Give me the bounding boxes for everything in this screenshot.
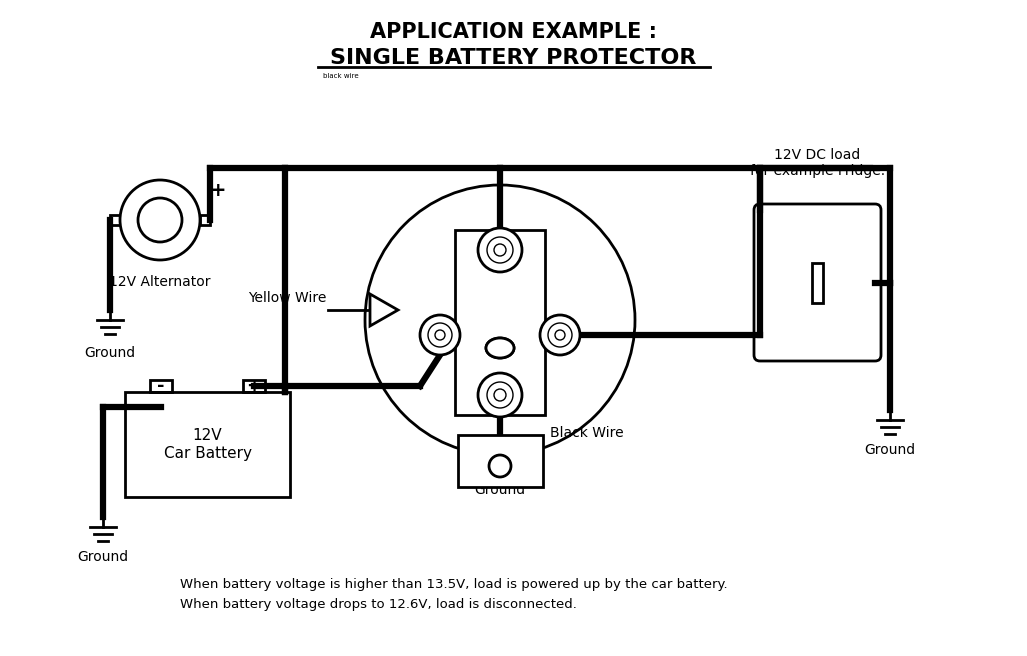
Text: Ground: Ground	[77, 550, 128, 564]
Text: SINGLE BATTERY PROTECTOR: SINGLE BATTERY PROTECTOR	[330, 48, 696, 68]
Text: When battery voltage drops to 12.6V, load is disconnected.: When battery voltage drops to 12.6V, loa…	[180, 598, 577, 611]
Text: +: +	[246, 377, 262, 395]
Bar	[125, 392, 290, 497]
Bar	[243, 380, 265, 392]
Text: When battery voltage is higher than 13.5V, load is powered up by the car battery: When battery voltage is higher than 13.5…	[180, 578, 727, 591]
Circle shape	[540, 315, 580, 355]
Text: Yellow Wire: Yellow Wire	[248, 291, 326, 305]
Bar	[110, 215, 120, 225]
Circle shape	[420, 315, 460, 355]
Bar	[200, 215, 210, 225]
Circle shape	[478, 228, 522, 272]
Circle shape	[365, 185, 635, 455]
Circle shape	[120, 180, 200, 260]
Text: Black Wire: Black Wire	[550, 426, 623, 440]
Text: -: -	[157, 377, 164, 395]
Polygon shape	[370, 294, 398, 326]
Bar	[457, 435, 542, 487]
Text: Ground: Ground	[474, 483, 526, 497]
Ellipse shape	[486, 338, 514, 358]
Text: black wire: black wire	[324, 73, 358, 79]
Text: 12V
Car Battery: 12V Car Battery	[163, 428, 252, 461]
Text: 12V DC load
for example Fridge.: 12V DC load for example Fridge.	[750, 148, 885, 178]
Bar	[455, 230, 545, 415]
Bar	[812, 262, 823, 302]
Text: 12V Alternator: 12V Alternator	[109, 275, 211, 289]
Text: +: +	[210, 180, 226, 199]
Bar	[150, 380, 172, 392]
Text: APPLICATION EXAMPLE :: APPLICATION EXAMPLE :	[370, 22, 656, 42]
Text: Ground: Ground	[84, 346, 136, 360]
Circle shape	[138, 198, 182, 242]
Text: Ground: Ground	[865, 443, 915, 457]
Ellipse shape	[486, 338, 514, 358]
FancyBboxPatch shape	[754, 204, 881, 361]
Circle shape	[478, 373, 522, 417]
